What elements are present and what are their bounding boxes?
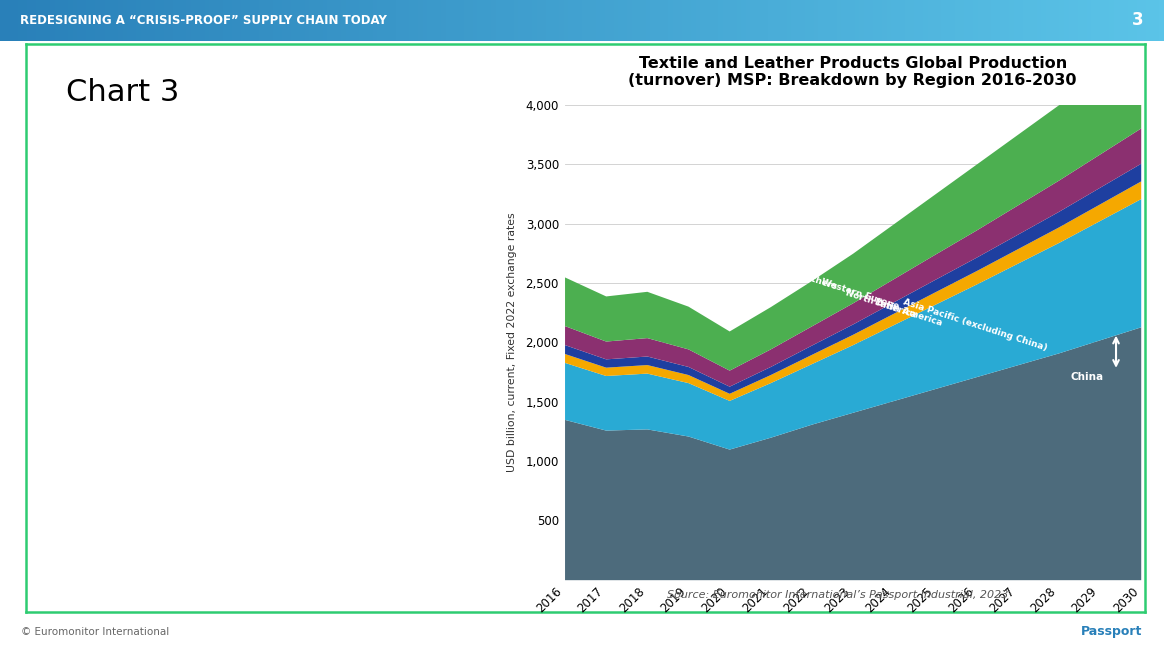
Y-axis label: USD billion, current, Fixed 2022 exchange rates: USD billion, current, Fixed 2022 exchang… <box>508 212 517 472</box>
Text: Latin America: Latin America <box>873 297 943 328</box>
Text: Western Europe: Western Europe <box>819 278 900 312</box>
Text: Source: Euromonitor International’s Passport Industrial, 2023: Source: Euromonitor International’s Pass… <box>667 590 1009 600</box>
Text: China: China <box>1071 371 1103 382</box>
Text: Chart 3: Chart 3 <box>65 78 179 107</box>
Text: North America: North America <box>844 289 917 320</box>
Text: REDESIGNING A “CRISIS-PROOF” SUPPLY CHAIN TODAY: REDESIGNING A “CRISIS-PROOF” SUPPLY CHAI… <box>20 14 386 27</box>
Text: © Euromonitor International: © Euromonitor International <box>21 627 169 637</box>
Title: Textile and Leather Products Global Production
(turnover) MSP: Breakdown by Regi: Textile and Leather Products Global Prod… <box>629 56 1077 88</box>
Text: 3: 3 <box>1131 11 1143 29</box>
Text: Asia Pacific (excluding China): Asia Pacific (excluding China) <box>902 297 1049 352</box>
Text: Passport: Passport <box>1081 625 1142 638</box>
Text: Others: Others <box>803 272 839 291</box>
